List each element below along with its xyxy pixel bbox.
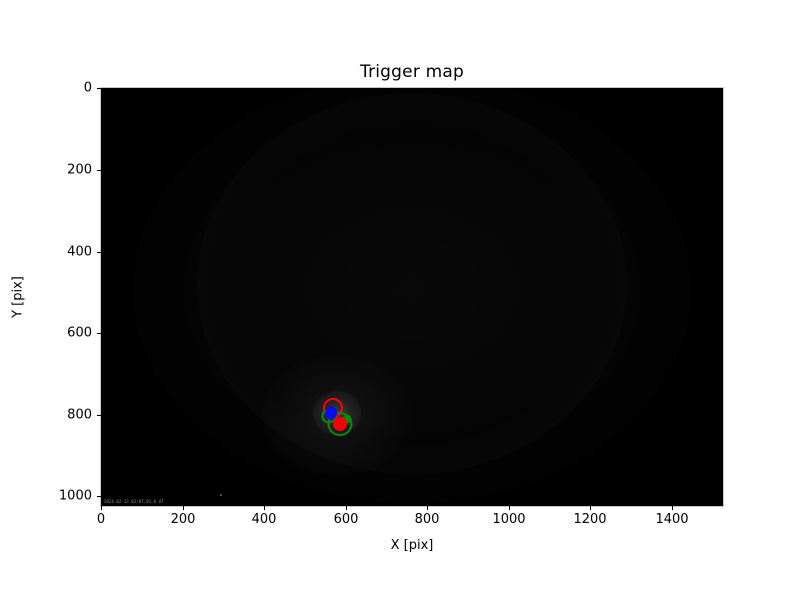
x-ticklabel-1400: 1400 [655,512,689,527]
camera-image-plot[interactable]: 2024-02-13 02:07:01.8 UT [101,88,723,506]
y-axis-label: Y [pix] [10,276,26,318]
y-ticklabel-800: 800 [67,407,92,423]
y-tick-1000 [97,496,101,497]
y-ticklabel-600: 600 [67,325,92,341]
x-ticklabel-400: 400 [251,512,277,527]
x-ticklabel-600: 600 [333,512,359,527]
x-tick-1200 [590,506,591,510]
sky-halo-glow [197,94,627,475]
x-tick-1000 [509,506,510,510]
y-tick-0 [97,88,101,89]
sky-vignette-glow [132,88,692,504]
y-tick-600 [97,333,101,334]
y-ticklabel-400: 400 [67,244,92,260]
y-ticklabel-1000: 1000 [58,488,92,504]
x-ticklabel-1000: 1000 [492,512,526,527]
y-ticklabel-0: 0 [83,80,92,96]
trigger-marker-green[interactable] [342,414,352,424]
page-title: Trigger map [359,62,464,82]
x-tick-1400 [672,506,673,510]
x-tick-800 [427,506,428,510]
x-ticklabel-1200: 1200 [573,512,607,527]
x-tick-200 [183,506,184,510]
x-ticklabel-800: 800 [414,512,440,527]
marker-ring-green[interactable] [327,412,353,436]
trigger-marker-blue[interactable] [325,406,337,420]
trigger-marker-red[interactable] [333,417,347,431]
x-tick-600 [346,506,347,510]
x-tick-0 [101,506,102,510]
x-ticklabel-200: 200 [170,512,196,527]
y-tick-200 [97,170,101,171]
y-ticklabel-200: 200 [67,162,92,178]
camera-timestamp-overlay: 2024-02-13 02:07:01.8 UT [104,499,164,504]
x-axis-label: X [pix] [390,538,434,553]
x-ticklabel-0: 0 [96,512,106,527]
y-tick-400 [97,252,101,253]
y-tick-800 [97,415,101,416]
x-tick-400 [264,506,265,510]
faint-source-dot [220,494,222,496]
